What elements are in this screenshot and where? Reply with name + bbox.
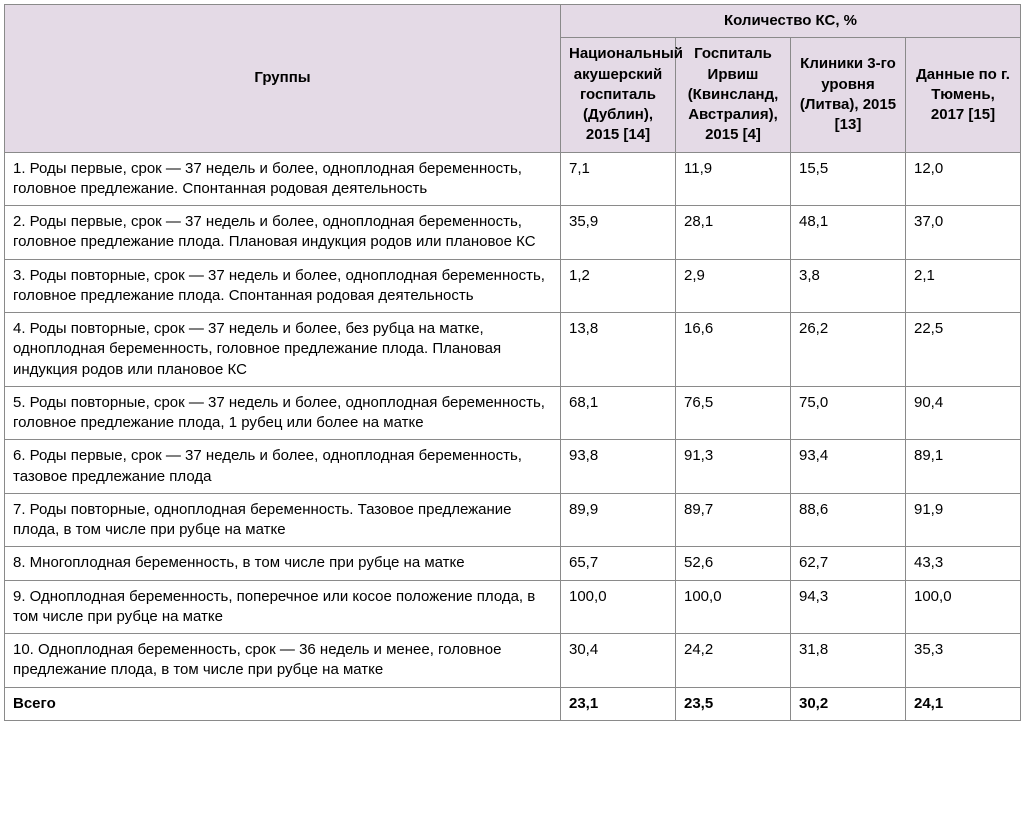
row-label: 1. Роды первые, срок — 37 недель и более… — [5, 152, 561, 206]
cell-value: 16,6 — [676, 313, 791, 387]
table-body: 1. Роды первые, срок — 37 недель и более… — [5, 152, 1021, 720]
header-col4: Данные по г. Тюмень, 2017 [15] — [906, 38, 1021, 152]
table-row: 9. Одноплодная беременность, поперечное … — [5, 580, 1021, 634]
cell-value: 13,8 — [561, 313, 676, 387]
row-label: 4. Роды повторные, срок — 37 недель и бо… — [5, 313, 561, 387]
total-value: 24,1 — [906, 687, 1021, 720]
cell-value: 28,1 — [676, 206, 791, 260]
total-value: 23,1 — [561, 687, 676, 720]
cell-value: 76,5 — [676, 386, 791, 440]
cell-value: 12,0 — [906, 152, 1021, 206]
row-label: 9. Одноплодная беременность, поперечное … — [5, 580, 561, 634]
cell-value: 89,1 — [906, 440, 1021, 494]
header-col3: Клиники 3-го уровня (Литва), 2015 [13] — [791, 38, 906, 152]
row-label: 10. Одноплодная беременность, срок — 36 … — [5, 634, 561, 688]
row-label: 8. Многоплодная беременность, в том числ… — [5, 547, 561, 580]
total-value: 30,2 — [791, 687, 906, 720]
cell-value: 88,6 — [791, 493, 906, 547]
cell-value: 100,0 — [561, 580, 676, 634]
cell-value: 35,9 — [561, 206, 676, 260]
cell-value: 100,0 — [906, 580, 1021, 634]
cell-value: 7,1 — [561, 152, 676, 206]
cell-value: 22,5 — [906, 313, 1021, 387]
cell-value: 100,0 — [676, 580, 791, 634]
table-row: 3. Роды повторные, срок — 37 недель и бо… — [5, 259, 1021, 313]
table-row: 4. Роды повторные, срок — 37 недель и бо… — [5, 313, 1021, 387]
data-table: Группы Количество КС, % Национальный аку… — [4, 4, 1021, 721]
header-groups: Группы — [5, 5, 561, 153]
total-label: Всего — [5, 687, 561, 720]
cell-value: 11,9 — [676, 152, 791, 206]
cell-value: 48,1 — [791, 206, 906, 260]
cell-value: 91,3 — [676, 440, 791, 494]
cell-value: 75,0 — [791, 386, 906, 440]
table-row: 10. Одноплодная беременность, срок — 36 … — [5, 634, 1021, 688]
cell-value: 35,3 — [906, 634, 1021, 688]
cell-value: 26,2 — [791, 313, 906, 387]
header-col2: Госпиталь Ирвиш (Квинсланд, Австралия), … — [676, 38, 791, 152]
table-row: 5. Роды повторные, срок — 37 недель и бо… — [5, 386, 1021, 440]
cell-value: 2,1 — [906, 259, 1021, 313]
cell-value: 37,0 — [906, 206, 1021, 260]
row-label: 6. Роды первые, срок — 37 недель и более… — [5, 440, 561, 494]
table-row: 7. Роды повторные, одноплодная беременно… — [5, 493, 1021, 547]
total-value: 23,5 — [676, 687, 791, 720]
row-label: 3. Роды повторные, срок — 37 недель и бо… — [5, 259, 561, 313]
cell-value: 89,9 — [561, 493, 676, 547]
cell-value: 15,5 — [791, 152, 906, 206]
cell-value: 68,1 — [561, 386, 676, 440]
cell-value: 1,2 — [561, 259, 676, 313]
cell-value: 93,8 — [561, 440, 676, 494]
cell-value: 89,7 — [676, 493, 791, 547]
row-label: 7. Роды повторные, одноплодная беременно… — [5, 493, 561, 547]
header-row-1: Группы Количество КС, % — [5, 5, 1021, 38]
cell-value: 30,4 — [561, 634, 676, 688]
total-row: Всего23,123,530,224,1 — [5, 687, 1021, 720]
cell-value: 31,8 — [791, 634, 906, 688]
cell-value: 43,3 — [906, 547, 1021, 580]
cell-value: 94,3 — [791, 580, 906, 634]
cell-value: 65,7 — [561, 547, 676, 580]
cell-value: 52,6 — [676, 547, 791, 580]
row-label: 5. Роды повторные, срок — 37 недель и бо… — [5, 386, 561, 440]
header-col1: Национальный акушерский госпиталь (Дубли… — [561, 38, 676, 152]
header-super: Количество КС, % — [561, 5, 1021, 38]
cell-value: 2,9 — [676, 259, 791, 313]
cell-value: 24,2 — [676, 634, 791, 688]
cell-value: 93,4 — [791, 440, 906, 494]
table-head: Группы Количество КС, % Национальный аку… — [5, 5, 1021, 153]
cell-value: 90,4 — [906, 386, 1021, 440]
table-row: 2. Роды первые, срок — 37 недель и более… — [5, 206, 1021, 260]
row-label: 2. Роды первые, срок — 37 недель и более… — [5, 206, 561, 260]
cell-value: 62,7 — [791, 547, 906, 580]
cell-value: 91,9 — [906, 493, 1021, 547]
table-row: 8. Многоплодная беременность, в том числ… — [5, 547, 1021, 580]
table-row: 6. Роды первые, срок — 37 недель и более… — [5, 440, 1021, 494]
cell-value: 3,8 — [791, 259, 906, 313]
table-row: 1. Роды первые, срок — 37 недель и более… — [5, 152, 1021, 206]
